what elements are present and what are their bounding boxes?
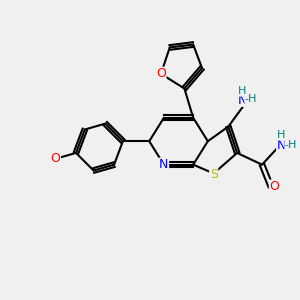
Text: O: O [51, 152, 60, 165]
Text: N: N [159, 158, 169, 171]
Text: N: N [237, 94, 247, 107]
Text: O: O [269, 180, 279, 193]
Text: N: N [276, 139, 286, 152]
Text: H: H [277, 130, 285, 140]
Text: -H: -H [284, 140, 297, 150]
Text: S: S [210, 168, 218, 182]
Text: H: H [238, 86, 246, 96]
Text: -H: -H [245, 94, 257, 104]
Text: O: O [156, 67, 166, 80]
